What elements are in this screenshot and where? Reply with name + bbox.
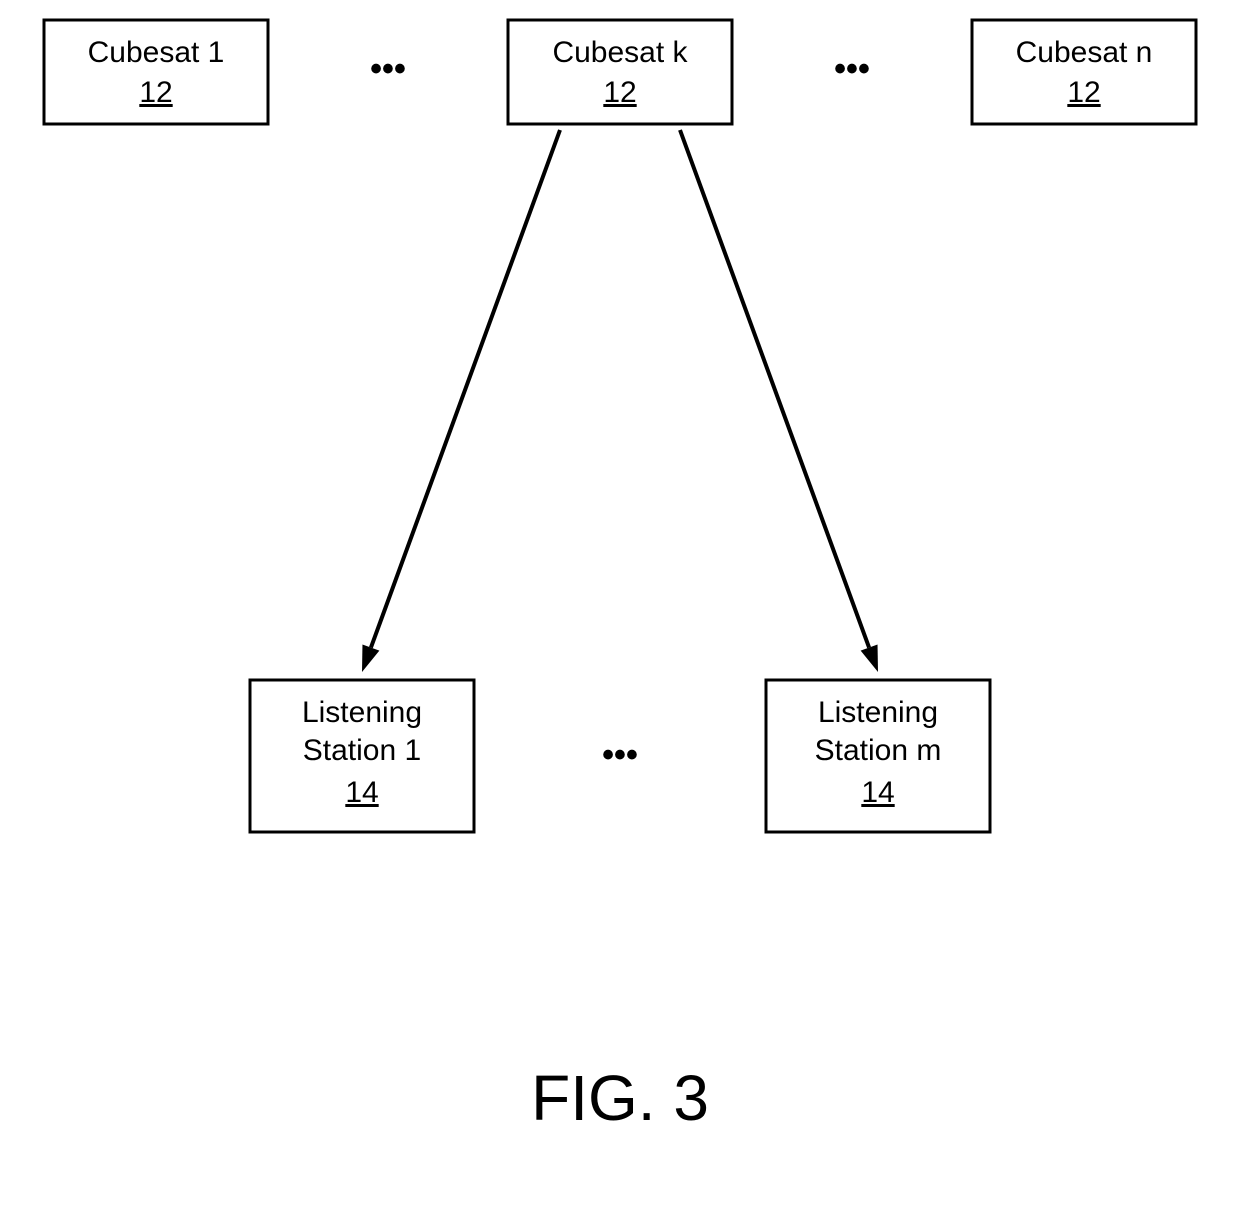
station-box-0: Listening Station 1 14 bbox=[250, 680, 474, 832]
cubesat-box-2: Cubesat n 12 bbox=[972, 20, 1196, 124]
station-line2: Station 1 bbox=[303, 734, 421, 767]
station-line2: Station m bbox=[815, 734, 942, 767]
cubesat-ref: 12 bbox=[603, 76, 636, 109]
station-line1: Listening bbox=[302, 696, 422, 729]
cubesat-title: Cubesat 1 bbox=[88, 36, 225, 69]
station-line1: Listening bbox=[818, 696, 938, 729]
cubesat-title: Cubesat k bbox=[552, 36, 688, 69]
station-ref: 14 bbox=[861, 776, 894, 809]
ellipsis-bottom: ••• bbox=[602, 736, 638, 774]
ellipsis-top-1: ••• bbox=[834, 50, 870, 88]
station-box-1: Listening Station m 14 bbox=[766, 680, 990, 832]
arrow-1 bbox=[680, 130, 878, 672]
cubesat-box-1: Cubesat k 12 bbox=[508, 20, 732, 124]
ellipsis-top-0: ••• bbox=[370, 50, 406, 88]
arrow-0 bbox=[362, 130, 560, 672]
figure-caption: FIG. 3 bbox=[531, 1062, 709, 1134]
cubesat-ref: 12 bbox=[139, 76, 172, 109]
cubesat-box-0: Cubesat 1 12 bbox=[44, 20, 268, 124]
cubesat-ref: 12 bbox=[1067, 76, 1100, 109]
station-ref: 14 bbox=[345, 776, 378, 809]
cubesat-title: Cubesat n bbox=[1016, 36, 1153, 69]
